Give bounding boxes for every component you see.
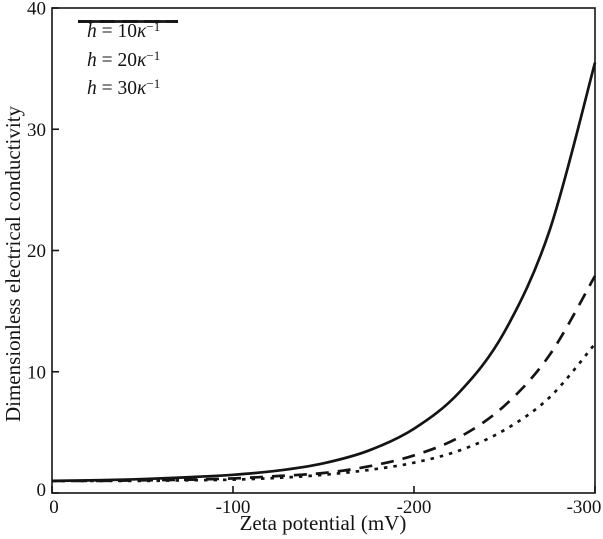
kappa-symbol: κ [137, 49, 147, 71]
legend-value: 10 [117, 21, 138, 43]
legend-value: 30 [117, 77, 138, 99]
x-tick-label: 0 [49, 497, 59, 518]
x-tick-label: -100 [216, 497, 251, 518]
kappa-symbol: κ [137, 77, 147, 99]
legend-relation: = [96, 49, 118, 71]
y-tick-label: 40 [27, 0, 46, 20]
legend-var: h [87, 49, 97, 71]
x-axis-title: Zeta potential (mV) [239, 511, 407, 535]
legend-item-h20: h = 20κ−1 [78, 20, 178, 74]
y-axis-title: Dimensionless electrical conductivity [1, 105, 25, 423]
y-tick-label: 0 [37, 480, 47, 501]
curve-dashed [51, 275, 597, 483]
curve-dotted [51, 342, 597, 483]
kappa-symbol: κ [137, 21, 147, 43]
legend-line-dashed-icon [78, 20, 178, 23]
y-tick-label: 20 [27, 241, 46, 262]
legend-item-h30: h = 30κ−1 [78, 20, 178, 103]
curve-solid [51, 62, 597, 483]
x-tick-label: -300 [567, 497, 602, 518]
y-tick-label: 10 [27, 362, 46, 383]
legend: h = 10κ−1 h = 20κ−1 h = 30κ−1 [78, 18, 178, 103]
legend-relation: = [96, 77, 118, 99]
legend-exponent: −1 [146, 47, 161, 63]
legend-label: h = 30κ−1 [87, 75, 161, 100]
legend-relation: = [96, 21, 118, 43]
legend-exponent: −1 [146, 75, 161, 91]
x-tick-label: -200 [397, 497, 432, 518]
legend-label: h = 20κ−1 [87, 47, 161, 72]
legend-var: h [87, 21, 97, 43]
legend-value: 20 [117, 49, 138, 71]
legend-line-dotted-icon [78, 20, 178, 23]
y-tick-label: 30 [27, 120, 46, 141]
legend-exponent: −1 [146, 19, 161, 35]
legend-label: h = 10κ−1 [87, 19, 161, 43]
legend-var: h [87, 77, 97, 99]
